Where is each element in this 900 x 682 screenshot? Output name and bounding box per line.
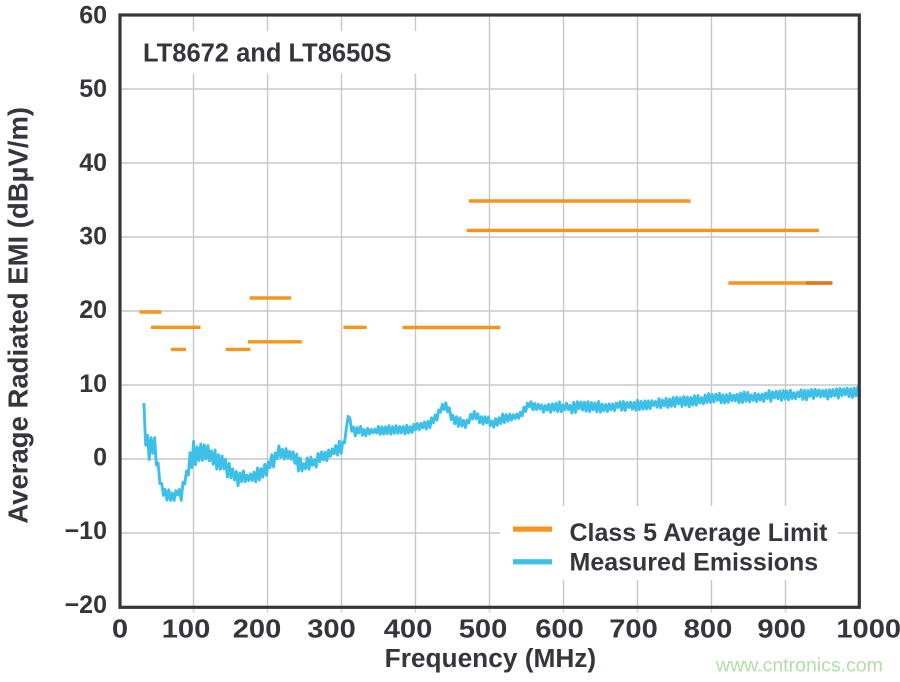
svg-text:600: 600 — [535, 614, 584, 643]
svg-text:Average Radiated EMI (dBµV/m): Average Radiated EMI (dBµV/m) — [3, 107, 34, 524]
svg-text:20: 20 — [79, 296, 107, 324]
svg-text:www.cntronics.com: www.cntronics.com — [715, 655, 883, 677]
svg-text:100: 100 — [162, 614, 211, 643]
svg-text:Class 5 Average Limit: Class 5 Average Limit — [570, 519, 829, 547]
svg-text:40: 40 — [79, 149, 107, 177]
svg-text:0: 0 — [112, 614, 128, 643]
svg-text:900: 900 — [757, 614, 806, 643]
svg-text:500: 500 — [459, 614, 508, 643]
svg-text:700: 700 — [609, 614, 658, 643]
svg-text:800: 800 — [684, 614, 733, 643]
svg-text:−10: −10 — [65, 517, 107, 545]
svg-text:10: 10 — [79, 370, 107, 398]
svg-text:30: 30 — [79, 223, 107, 251]
svg-text:400: 400 — [384, 614, 433, 643]
svg-text:LT8672 and LT8650S: LT8672 and LT8650S — [143, 40, 392, 68]
svg-text:Measured Emissions: Measured Emissions — [570, 549, 819, 577]
svg-text:Frequency (MHz): Frequency (MHz) — [385, 645, 597, 673]
svg-text:0: 0 — [93, 444, 107, 472]
svg-text:300: 300 — [307, 614, 356, 643]
svg-text:1000: 1000 — [836, 614, 900, 643]
svg-text:−20: −20 — [65, 591, 107, 619]
svg-text:50: 50 — [79, 75, 107, 103]
svg-text:60: 60 — [79, 2, 107, 30]
svg-text:200: 200 — [233, 614, 282, 643]
